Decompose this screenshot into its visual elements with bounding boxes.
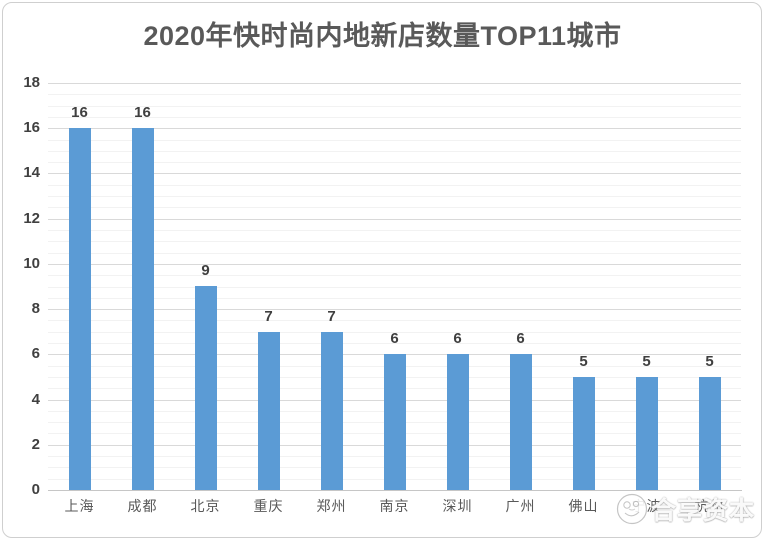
- watermark: 合享资本: [616, 490, 761, 528]
- minor-gridline: [48, 241, 741, 242]
- category-label-重庆: 重庆: [253, 500, 284, 515]
- major-gridline: [48, 264, 741, 265]
- bar-深圳: [447, 354, 469, 490]
- bar-宁波: [636, 377, 658, 490]
- bar-value-label: 9: [201, 262, 210, 279]
- minor-gridline: [48, 94, 741, 95]
- x-axis-category-labels: 上海成都北京重庆郑州南京深圳广州佛山宁波杭州: [48, 499, 741, 517]
- y-axis-tick-label: 10: [23, 255, 40, 272]
- minor-gridline: [48, 298, 741, 299]
- y-axis-tick-label: 8: [31, 300, 40, 317]
- category-label-南京: 南京: [379, 500, 410, 515]
- minor-gridline: [48, 275, 741, 276]
- minor-gridline: [48, 140, 741, 141]
- y-axis-tick-label: 6: [31, 345, 40, 362]
- y-axis-tick-label: 0: [31, 481, 40, 498]
- major-gridline: [48, 219, 741, 220]
- bar-value-label: 5: [705, 353, 714, 370]
- y-axis-tick-label: 12: [23, 210, 40, 227]
- y-axis-tick-label: 18: [23, 74, 40, 91]
- minor-gridline: [48, 320, 741, 321]
- minor-gridline: [48, 230, 741, 231]
- bar-value-label: 6: [390, 330, 399, 347]
- watermark-text: 合享资本: [651, 497, 756, 525]
- bar-value-label: 5: [579, 353, 588, 370]
- major-gridline: [48, 83, 741, 84]
- minor-gridline: [48, 207, 741, 208]
- y-axis: 0 2 4 6 8 10 12 14 16 18: [0, 0, 40, 541]
- bar-郑州: [321, 332, 343, 490]
- bar-value-label: 5: [642, 353, 651, 370]
- category-label-郑州: 郑州: [316, 500, 347, 515]
- minor-gridline: [48, 287, 741, 288]
- y-axis-tick-label: 4: [31, 391, 40, 408]
- major-gridline: [48, 173, 741, 174]
- bar-重庆: [258, 332, 280, 490]
- minor-gridline: [48, 162, 741, 163]
- bar-广州: [510, 354, 532, 490]
- category-label-佛山: 佛山: [568, 500, 599, 515]
- minor-gridline: [48, 117, 741, 118]
- minor-gridline: [48, 106, 741, 107]
- bar-上海: [69, 128, 91, 490]
- category-label-深圳: 深圳: [442, 500, 473, 515]
- bar-value-label: 16: [71, 104, 88, 121]
- x-axis-line: [48, 490, 742, 491]
- major-gridline: [48, 128, 741, 129]
- category-label-上海: 上海: [64, 500, 95, 515]
- bar-value-label: 6: [516, 330, 525, 347]
- bar-value-label: 7: [327, 308, 336, 325]
- minor-gridline: [48, 343, 741, 344]
- minor-gridline: [48, 151, 741, 152]
- watermark-logo-icon: [616, 493, 648, 525]
- minor-gridline: [48, 253, 741, 254]
- minor-gridline: [48, 196, 741, 197]
- plot-area: 16 16 9 7 7 6 6 6 5 5 5: [48, 83, 741, 490]
- category-label-广州: 广州: [505, 500, 536, 515]
- category-label-成都: 成都: [127, 500, 158, 515]
- minor-gridline: [48, 185, 741, 186]
- bar-成都: [132, 128, 154, 490]
- major-gridline: [48, 309, 741, 310]
- category-label-杭州: 杭州: [694, 500, 725, 515]
- minor-gridline: [48, 332, 741, 333]
- chart-title: 2020年快时尚内地新店数量TOP11城市: [143, 21, 622, 51]
- bar-佛山: [573, 377, 595, 490]
- bar-杭州: [699, 377, 721, 490]
- bar-北京: [195, 286, 217, 490]
- bar-南京: [384, 354, 406, 490]
- bar-value-label: 16: [134, 104, 151, 121]
- bar-value-label: 6: [453, 330, 462, 347]
- category-label-北京: 北京: [190, 500, 221, 515]
- y-axis-tick-label: 2: [31, 436, 40, 453]
- y-axis-tick-label: 14: [23, 164, 40, 181]
- bar-value-label: 7: [264, 308, 273, 325]
- y-axis-tick-label: 16: [23, 119, 40, 136]
